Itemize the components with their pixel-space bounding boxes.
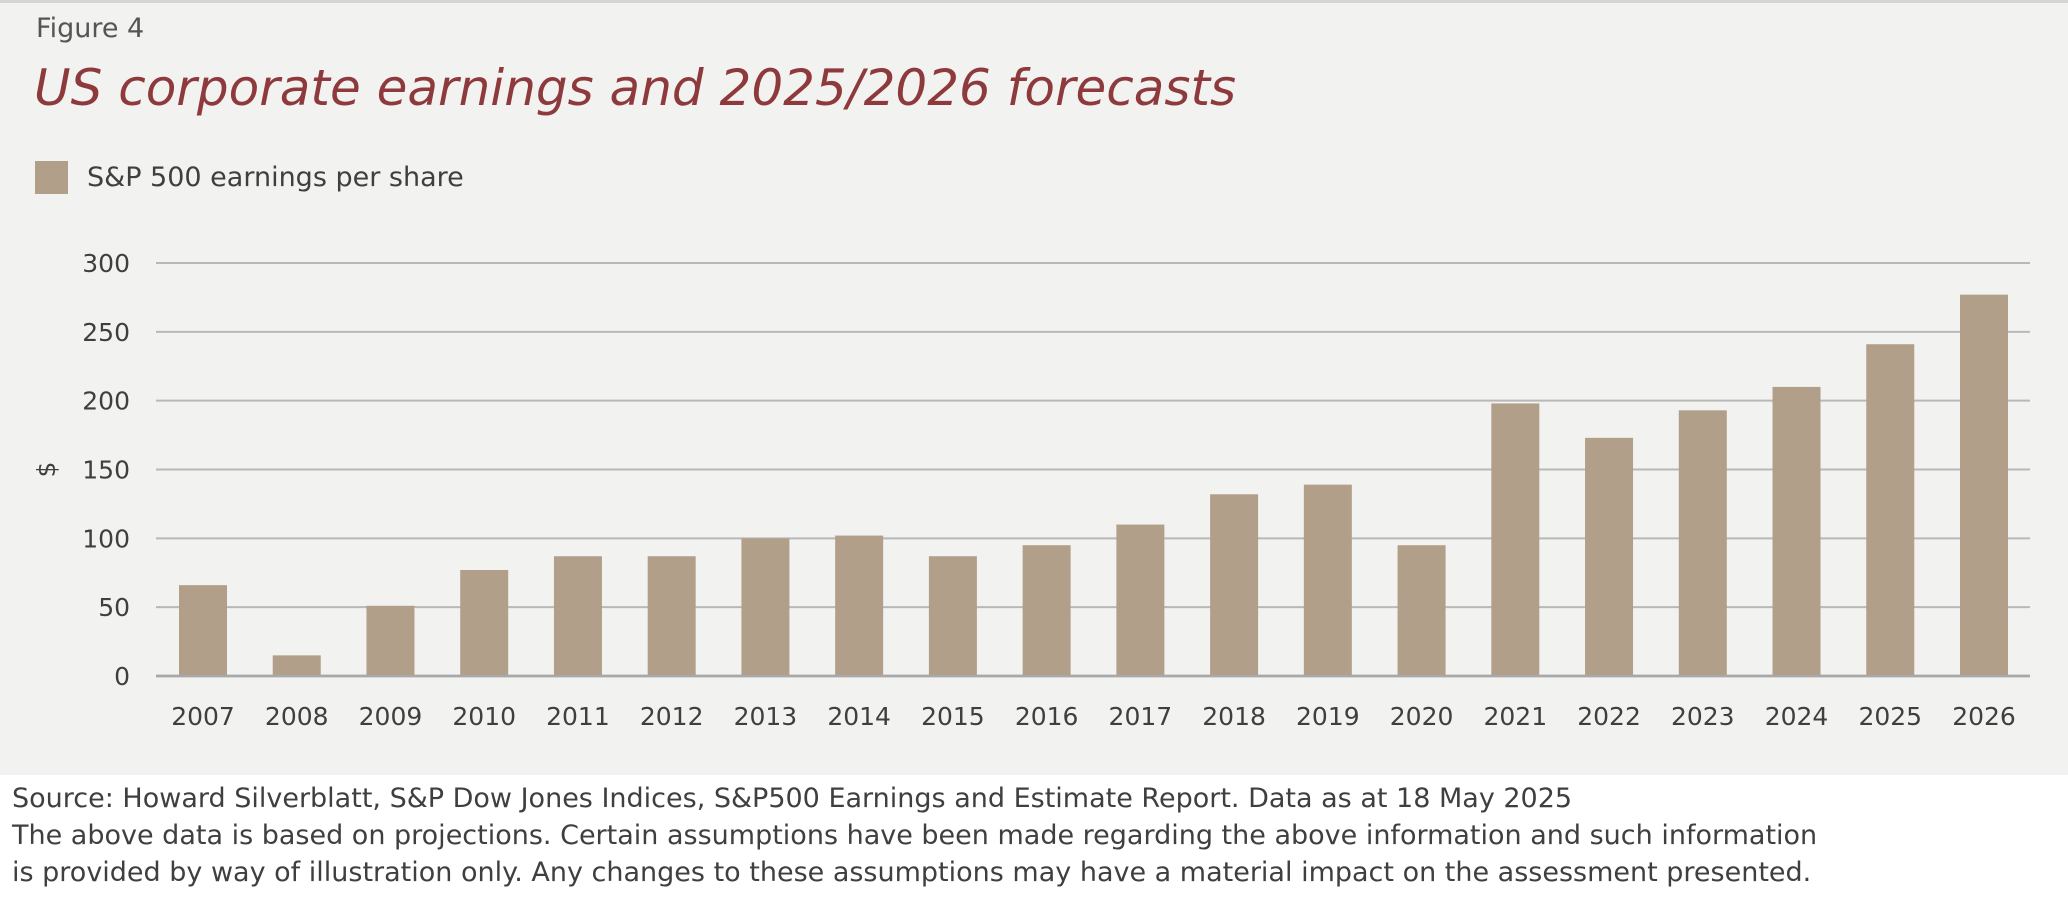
chart-panel: Figure 4 US corporate earnings and 2025/… [0,0,2068,775]
bar-2016 [1022,545,1071,676]
bar-2007 [179,585,227,676]
bar-2011 [553,556,602,676]
x-tick-label: 2018 [1202,702,1266,731]
bar-2009 [366,605,415,676]
x-tick-label: 2026 [1952,702,2016,731]
bar-2019 [1303,484,1352,676]
y-tick-label: 50 [98,593,130,622]
disclaimer-line-1: The above data is based on projections. … [12,820,1818,851]
legend: S&P 500 earnings per share [35,161,464,194]
x-tick-label: 2013 [734,702,798,731]
x-tick-label: 2007 [171,702,235,731]
x-tick-label: 2008 [265,702,329,731]
bars [156,294,2030,678]
bar-2015 [928,556,977,676]
x-tick-label: 2025 [1858,702,1922,731]
bar-2017 [1116,524,1165,676]
footer: Source: Howard Silverblatt, S&P Dow Jone… [12,780,2052,891]
x-tick-label: 2010 [452,702,516,731]
bar-2010 [460,569,509,676]
bar-2018 [1210,494,1259,676]
x-tick-label: 2024 [1765,702,1829,731]
legend-label: S&P 500 earnings per share [87,162,464,193]
x-tick-label: 2021 [1484,702,1548,731]
x-tick-label: 2017 [1109,702,1173,731]
y-tick-label: 300 [82,249,130,278]
x-tick-labels: 2007 2008 2009 2010 2011 2012 2013 2014 2015 2016… [171,702,2016,731]
figure-label: Figure 4 [36,13,145,44]
x-tick-label: 2009 [359,702,423,731]
y-tick-label: 150 [82,456,130,485]
bar-2026 [1960,294,2008,676]
source-note: Source: Howard Silverblatt, S&P Dow Jone… [12,783,1573,814]
bar-2014 [835,535,884,676]
bar-2021 [1491,403,1540,676]
x-tick-label: 2020 [1390,702,1454,731]
disclaimer-line-2: is provided by way of illustration only.… [12,857,1812,888]
bar-2022 [1585,437,1634,676]
y-tick-label: 200 [82,387,130,416]
legend-swatch [35,161,68,194]
y-tick-label: 250 [82,318,130,347]
bar-2012 [647,556,696,676]
grid-lines [156,262,2030,678]
bar-2024 [1772,386,1821,676]
bar-2020 [1397,545,1446,676]
x-tick-label: 2023 [1671,702,1735,731]
x-tick-label: 2016 [1015,702,1079,731]
x-tick-label: 2011 [546,702,610,731]
x-tick-label: 2012 [640,702,704,731]
bar-2013 [741,538,790,676]
bar-2025 [1866,344,1915,676]
chart-title: US corporate earnings and 2025/2026 fore… [34,59,1237,117]
y-tick-label: 0 [114,662,130,691]
bar-2023 [1678,410,1727,676]
x-tick-label: 2014 [827,702,891,731]
bar-2008 [272,655,321,676]
y-axis-label: $ [32,462,61,478]
x-tick-label: 2015 [921,702,985,731]
x-tick-label: 2022 [1577,702,1641,731]
y-tick-label: 100 [82,524,130,553]
y-tick-labels: 0 50 100 150 200 250 300 [82,249,130,691]
x-tick-label: 2019 [1296,702,1360,731]
